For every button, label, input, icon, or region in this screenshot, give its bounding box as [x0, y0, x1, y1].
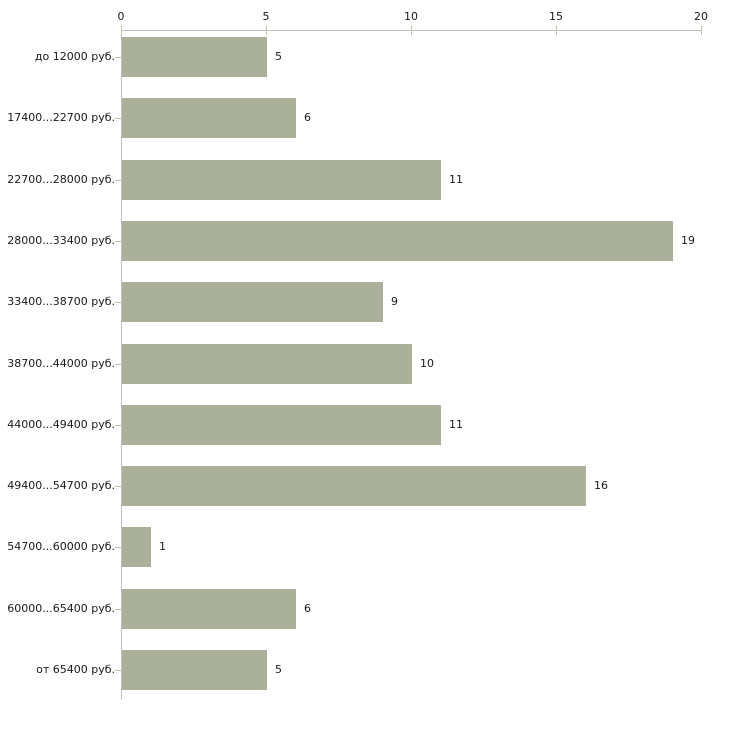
- category-tick: [115, 486, 121, 488]
- x-axis-tick: [701, 26, 702, 35]
- bar: [122, 37, 267, 77]
- bar-value-label: 5: [275, 50, 282, 63]
- bar-value-label: 6: [304, 601, 311, 615]
- bar-value-label: 19: [681, 233, 695, 247]
- bar-value-label: 9: [391, 295, 398, 309]
- category-label: от 65400 руб.: [36, 663, 115, 676]
- category-label: 22700...28000 руб.: [7, 172, 115, 186]
- x-axis-tick: [266, 26, 267, 35]
- bar: [122, 650, 267, 690]
- category-label: 33400...38700 руб.: [7, 295, 115, 309]
- category-label: 28000...33400 руб.: [7, 233, 115, 247]
- category-tick: [115, 363, 121, 365]
- x-axis-tick: [556, 26, 557, 35]
- category-tick: [115, 302, 121, 304]
- bar: [122, 220, 673, 261]
- bar: [122, 588, 296, 629]
- category-tick: [115, 424, 121, 426]
- x-axis-tick-label: 0: [117, 10, 125, 23]
- category-tick: [115, 118, 121, 120]
- bar-value-label: 6: [304, 111, 311, 125]
- category-label: до 12000 руб.: [34, 50, 115, 63]
- bar: [122, 282, 383, 323]
- x-axis-tick-label: 15: [549, 10, 563, 23]
- category-label: 38700...44000 руб.: [7, 356, 115, 370]
- category-label: 17400...22700 руб.: [7, 111, 115, 125]
- bar: [122, 159, 441, 200]
- category-label: 54700...60000 руб.: [7, 540, 115, 554]
- bar-value-label: 5: [275, 663, 282, 676]
- x-axis-tick: [121, 26, 122, 35]
- category-label: 60000...65400 руб.: [7, 601, 115, 615]
- x-axis-tick: [411, 26, 412, 35]
- category-label: 49400...54700 руб.: [7, 479, 115, 493]
- category-tick: [115, 179, 121, 181]
- y-axis-line: [121, 30, 122, 700]
- bar: [122, 527, 151, 568]
- x-axis-tick-label: 10: [404, 10, 418, 23]
- category-tick: [115, 240, 121, 242]
- bar: [122, 466, 586, 507]
- bar-value-label: 11: [449, 172, 463, 186]
- category-label: 44000...49400 руб.: [7, 417, 115, 431]
- bar-value-label: 10: [420, 356, 434, 370]
- category-tick: [115, 670, 121, 671]
- bar: [122, 404, 441, 445]
- bar: [122, 343, 412, 384]
- bar: [122, 98, 296, 139]
- category-tick: [115, 547, 121, 549]
- x-axis-tick-label: 20: [694, 10, 708, 23]
- bar-value-label: 16: [594, 479, 608, 493]
- category-tick: [115, 608, 121, 610]
- x-axis-tick-label: 5: [262, 10, 270, 23]
- bar-value-label: 1: [159, 540, 166, 554]
- category-tick: [115, 57, 121, 58]
- bar-value-label: 11: [449, 417, 463, 431]
